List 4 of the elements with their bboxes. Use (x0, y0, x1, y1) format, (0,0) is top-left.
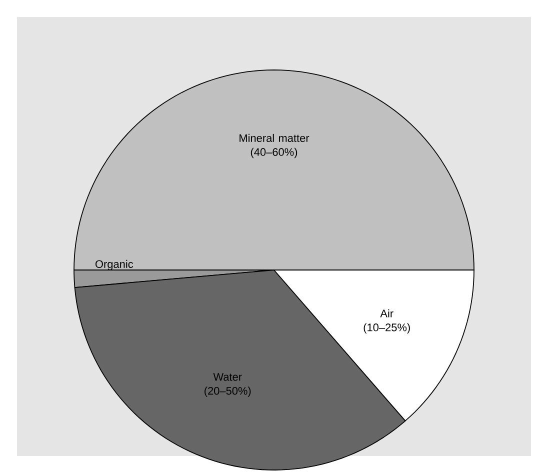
slice-label: Air (10–25%) (364, 309, 410, 334)
slice-label: Water (20–50%) (204, 373, 251, 397)
slice-label: Mineral matter (40–60%) (240, 134, 310, 158)
slice-label: Organic (95, 260, 134, 270)
